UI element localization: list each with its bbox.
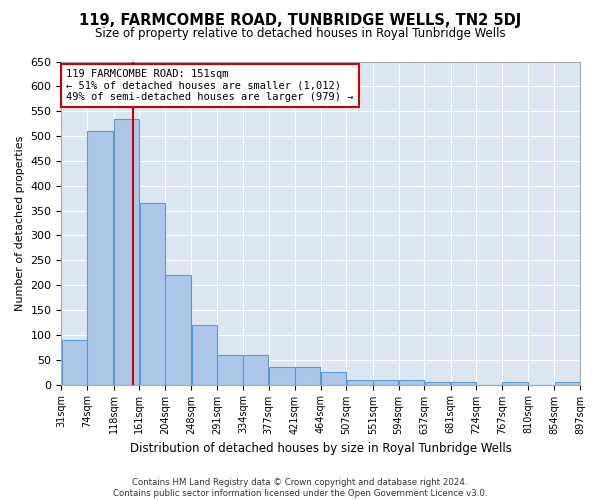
Bar xyxy=(88,131,113,384)
Bar xyxy=(347,380,373,384)
Bar xyxy=(243,354,268,384)
Bar xyxy=(554,382,580,384)
X-axis label: Distribution of detached houses by size in Royal Tunbridge Wells: Distribution of detached houses by size … xyxy=(130,442,512,455)
Bar xyxy=(425,382,451,384)
Y-axis label: Number of detached properties: Number of detached properties xyxy=(15,136,25,310)
Bar xyxy=(321,372,346,384)
Text: 119 FARMCOMBE ROAD: 151sqm
← 51% of detached houses are smaller (1,012)
49% of s: 119 FARMCOMBE ROAD: 151sqm ← 51% of deta… xyxy=(66,69,353,102)
Bar xyxy=(373,380,398,384)
Bar xyxy=(140,203,165,384)
Bar xyxy=(295,367,320,384)
Bar xyxy=(269,367,295,384)
Bar xyxy=(191,325,217,384)
Bar xyxy=(114,118,139,384)
Bar xyxy=(399,380,424,384)
Bar xyxy=(62,340,87,384)
Bar xyxy=(217,354,242,384)
Text: Size of property relative to detached houses in Royal Tunbridge Wells: Size of property relative to detached ho… xyxy=(95,28,505,40)
Text: 119, FARMCOMBE ROAD, TUNBRIDGE WELLS, TN2 5DJ: 119, FARMCOMBE ROAD, TUNBRIDGE WELLS, TN… xyxy=(79,12,521,28)
Bar xyxy=(502,382,527,384)
Text: Contains HM Land Registry data © Crown copyright and database right 2024.
Contai: Contains HM Land Registry data © Crown c… xyxy=(113,478,487,498)
Bar xyxy=(166,275,191,384)
Bar xyxy=(451,382,476,384)
